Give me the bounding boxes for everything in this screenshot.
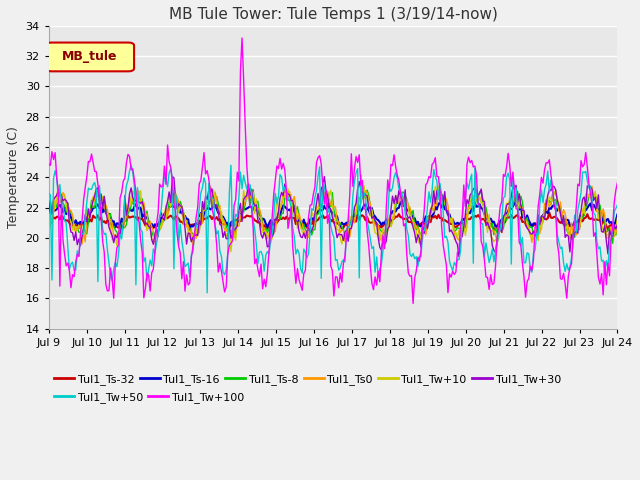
Line: Tul1_Ts-32: Tul1_Ts-32 bbox=[49, 213, 618, 229]
Text: MB_tule: MB_tule bbox=[62, 50, 118, 63]
Tul1_Ts-8 bbox=[244, 187, 252, 193]
Tul1_Tw+30 bbox=[168, 174, 176, 180]
Tul1_Ts0 bbox=[244, 193, 252, 199]
Tul1_Tw+30 bbox=[455, 254, 463, 260]
Tul1_Tw+30 bbox=[244, 181, 252, 187]
Tul1_Ts-16 bbox=[235, 212, 243, 217]
Tul1_Ts-8 bbox=[235, 217, 243, 223]
Tul1_Tw+50 bbox=[585, 185, 593, 191]
Tul1_Tw+10 bbox=[585, 192, 593, 197]
Tul1_Tw+30 bbox=[216, 221, 224, 227]
Tul1_Ts-16 bbox=[397, 199, 404, 205]
Tul1_Tw+50 bbox=[297, 266, 305, 272]
Y-axis label: Temperature (C): Temperature (C) bbox=[7, 126, 20, 228]
Line: Tul1_Tw+100: Tul1_Tw+100 bbox=[49, 38, 618, 303]
Tul1_Ts-16 bbox=[295, 218, 303, 224]
Tul1_Tw+30 bbox=[45, 210, 52, 216]
Tul1_Ts-16 bbox=[186, 227, 193, 232]
Tul1_Ts0 bbox=[588, 184, 596, 190]
Tul1_Ts0 bbox=[45, 225, 52, 231]
Tul1_Tw+50 bbox=[127, 162, 135, 168]
Tul1_Tw+50 bbox=[614, 202, 621, 207]
Tul1_Ts-32 bbox=[294, 219, 301, 225]
Tul1_Tw+100 bbox=[234, 169, 241, 175]
Tul1_Ts-16 bbox=[244, 204, 252, 210]
Tul1_Tw+30 bbox=[235, 208, 243, 214]
Tul1_Ts-32 bbox=[545, 210, 553, 216]
Tul1_Tw+10 bbox=[227, 249, 235, 254]
Legend: Tul1_Tw+50, Tul1_Tw+100: Tul1_Tw+50, Tul1_Tw+100 bbox=[54, 392, 244, 403]
Tul1_Tw+50 bbox=[45, 191, 52, 196]
Tul1_Tw+30 bbox=[295, 228, 303, 234]
Tul1_Tw+100 bbox=[295, 277, 303, 283]
Tul1_Tw+10 bbox=[214, 207, 222, 213]
Tul1_Tw+30 bbox=[614, 222, 621, 228]
Tul1_Ts-32 bbox=[243, 213, 251, 218]
Tul1_Tw+50 bbox=[237, 169, 244, 175]
Tul1_Ts0 bbox=[614, 224, 621, 229]
Tul1_Tw+10 bbox=[295, 219, 303, 225]
Tul1_Tw+30 bbox=[585, 183, 593, 189]
Line: Tul1_Ts-8: Tul1_Ts-8 bbox=[49, 190, 618, 243]
Line: Tul1_Ts0: Tul1_Ts0 bbox=[49, 187, 618, 249]
Tul1_Ts-32 bbox=[614, 219, 621, 225]
Tul1_Ts0 bbox=[189, 246, 196, 252]
Tul1_Ts0 bbox=[584, 195, 591, 201]
Tul1_Ts-8 bbox=[92, 187, 100, 192]
Tul1_Ts-16 bbox=[614, 212, 621, 217]
Tul1_Tw+10 bbox=[235, 215, 243, 221]
Tul1_Tw+30 bbox=[115, 230, 122, 236]
Tul1_Ts-8 bbox=[609, 240, 616, 246]
Tul1_Tw+100 bbox=[238, 35, 246, 41]
Tul1_Ts0 bbox=[216, 203, 224, 208]
Tul1_Tw+100 bbox=[614, 180, 621, 185]
Tul1_Ts-32 bbox=[604, 227, 612, 232]
Tul1_Ts-8 bbox=[216, 209, 224, 215]
Tul1_Tw+100 bbox=[115, 242, 122, 248]
Tul1_Ts-16 bbox=[45, 214, 52, 219]
Tul1_Tw+10 bbox=[614, 215, 621, 221]
Line: Tul1_Ts-16: Tul1_Ts-16 bbox=[49, 202, 618, 229]
Tul1_Tw+10 bbox=[360, 183, 368, 189]
Tul1_Tw+50 bbox=[218, 253, 225, 259]
Tul1_Tw+100 bbox=[409, 300, 417, 306]
Tul1_Ts-16 bbox=[115, 221, 122, 227]
Line: Tul1_Tw+50: Tul1_Tw+50 bbox=[49, 165, 618, 293]
Tul1_Ts-32 bbox=[214, 217, 222, 223]
Tul1_Tw+100 bbox=[244, 185, 252, 191]
Tul1_Ts-8 bbox=[295, 213, 303, 219]
Tul1_Tw+10 bbox=[115, 228, 122, 234]
Tul1_Ts-8 bbox=[45, 229, 52, 235]
Tul1_Ts0 bbox=[295, 210, 303, 216]
Tul1_Tw+50 bbox=[204, 290, 211, 296]
Tul1_Tw+100 bbox=[45, 161, 52, 167]
Tul1_Tw+10 bbox=[45, 231, 52, 237]
Tul1_Ts-8 bbox=[116, 227, 124, 232]
Tul1_Ts-32 bbox=[234, 216, 241, 222]
Line: Tul1_Tw+30: Tul1_Tw+30 bbox=[49, 177, 618, 257]
Tul1_Ts0 bbox=[115, 236, 122, 241]
Tul1_Ts-8 bbox=[584, 201, 591, 206]
Tul1_Ts-8 bbox=[614, 226, 621, 231]
Tul1_Tw+50 bbox=[246, 182, 254, 188]
Tul1_Ts-16 bbox=[216, 210, 224, 216]
Title: MB Tule Tower: Tule Temps 1 (3/19/14-now): MB Tule Tower: Tule Temps 1 (3/19/14-now… bbox=[169, 7, 497, 22]
Tul1_Ts-32 bbox=[584, 211, 591, 217]
Tul1_Ts-32 bbox=[115, 225, 122, 230]
Tul1_Tw+100 bbox=[585, 181, 593, 187]
Tul1_Ts0 bbox=[235, 223, 243, 229]
Tul1_Tw+100 bbox=[214, 269, 222, 275]
Tul1_Tw+50 bbox=[115, 252, 122, 258]
Tul1_Ts-16 bbox=[585, 203, 593, 208]
Tul1_Tw+10 bbox=[244, 183, 252, 189]
FancyBboxPatch shape bbox=[46, 43, 134, 72]
Line: Tul1_Tw+10: Tul1_Tw+10 bbox=[49, 186, 618, 252]
Tul1_Ts-32 bbox=[45, 216, 52, 222]
